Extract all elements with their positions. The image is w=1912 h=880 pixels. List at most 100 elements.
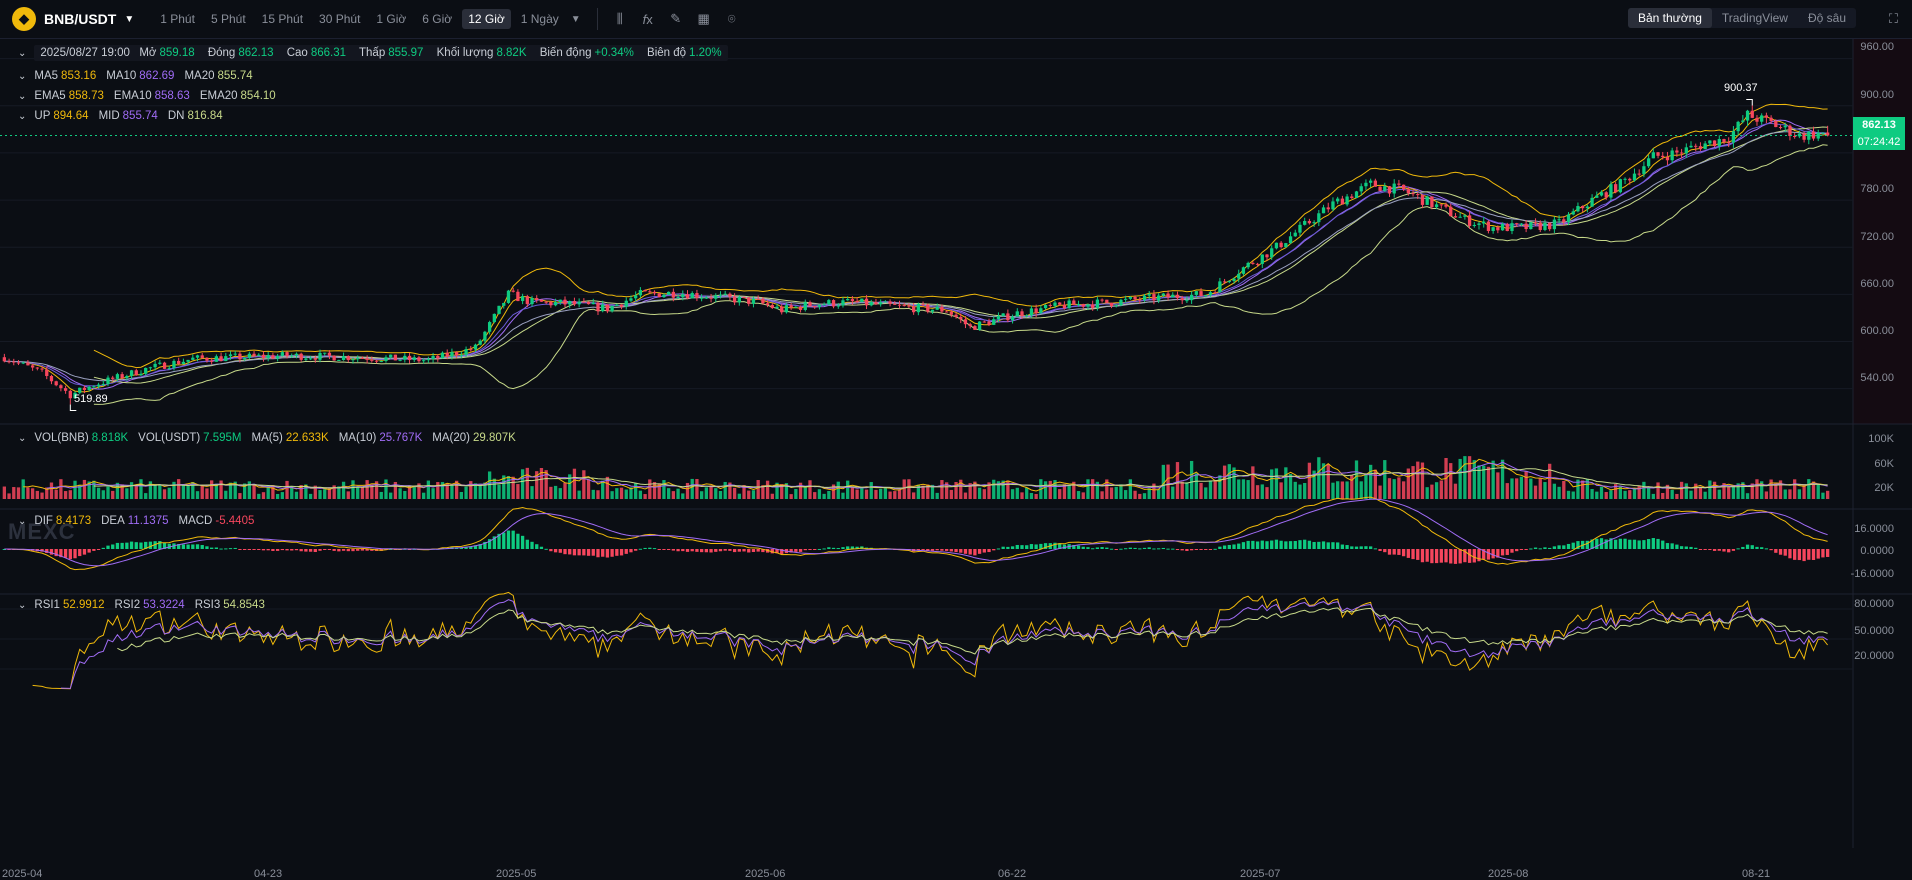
draw-pencil-icon[interactable]: ✎ [670,11,682,26]
volume-bar [1698,487,1703,499]
interval-5[interactable]: 6 Giờ [422,12,453,26]
candle-body [257,354,261,356]
candle-body [445,352,449,357]
macd-histogram-bar [1434,549,1439,564]
candle-body [619,304,624,307]
interval-1[interactable]: 5 Phút [210,12,246,26]
macd-histogram-bar [1010,546,1015,549]
layout-grid-icon[interactable]: ▦ [697,11,710,26]
volume-bar [1171,486,1175,499]
candle-body [817,304,822,307]
candle-body [813,306,817,308]
volume-bar [879,488,883,499]
candle-body [685,294,690,299]
volume-bar [1053,480,1057,499]
candle-body [1694,145,1698,147]
volume-bar [817,489,822,499]
candle-body [1091,304,1095,308]
candle-body [219,356,223,362]
volume-bar [563,482,567,499]
candle-body [1053,302,1057,306]
candle-body [1505,223,1509,232]
interval-dropdown-icon[interactable]: ▼ [570,13,581,25]
volume-bar [893,491,897,499]
macd-histogram-bar [120,542,124,549]
macd-histogram-bar [709,549,713,553]
candle-body [469,349,473,351]
ema20-value: 854.10 [240,90,276,102]
volume-bar [610,491,614,499]
candle-type-icon[interactable]: ⫼ [616,11,623,26]
macd-histogram-bar [139,542,143,549]
candle-body [1778,127,1783,129]
candle-body [49,375,54,382]
high-marker [1746,98,1753,106]
view-tab-2[interactable]: Độ sâu [1807,11,1846,25]
volume-bar [1764,491,1769,499]
macd-histogram-bar [1138,548,1142,550]
candle-body [949,311,953,315]
macd-histogram-bar [619,549,624,556]
volume-bar [1783,489,1787,499]
macd-histogram-bar [1821,549,1825,558]
volume-bar [926,484,930,499]
volume-bar [1425,487,1429,499]
collapse-chevron-icon[interactable]: ⌄ [18,599,27,611]
macd-histogram-bar [233,547,237,549]
collapse-chevron-icon[interactable]: ⌄ [18,432,27,444]
macd-histogram-bar [177,544,181,549]
volume-bar [167,487,171,499]
macd-histogram-bar [73,549,77,559]
chart-area[interactable]: MEXC ⌄ 2025/08/27 19:00 Mở 859.18 Đóng 862… [0,39,1912,880]
macd-histogram-bar [1397,549,1401,555]
candle-body [426,359,431,361]
camera-icon[interactable]: ⌾ [727,11,736,26]
candle-body [304,358,308,360]
fullscreen-icon[interactable]: ⛶ [1888,11,1898,26]
macd-histogram-bar [1194,549,1198,550]
macd-histogram-bar [1741,546,1745,549]
macd-histogram-bar [1001,546,1005,549]
pair-selector[interactable]: BNB/USDT [44,11,117,27]
interval-0[interactable]: 1 Phút [160,12,195,26]
macd-histogram-bar [1467,549,1472,563]
macd-axis-label: 0.0000 [1860,545,1894,557]
interval-6[interactable]: 12 Giờ [462,9,511,29]
collapse-chevron-icon[interactable]: ⌄ [18,47,27,59]
candle-body [2,357,7,362]
macd-histogram-bar [643,547,647,549]
candle-body [351,359,355,361]
macd-histogram-bar [111,544,115,549]
pair-dropdown-icon[interactable]: ▼ [124,13,135,25]
volume-bar [671,491,676,499]
interval-2[interactable]: 15 Phút [261,12,304,26]
volume-bar [1449,463,1453,499]
macd-histogram-bar [671,549,676,551]
interval-7[interactable]: 1 Ngày [520,12,559,26]
volume-bar [549,486,553,499]
macd-histogram-bar [1703,549,1707,550]
macd-histogram-bar [1778,549,1783,555]
collapse-chevron-icon[interactable]: ⌄ [18,70,27,82]
volume-bar [638,490,643,499]
collapse-chevron-icon[interactable]: ⌄ [18,515,27,527]
macd-histogram-bar [1326,542,1330,549]
candle-body [1058,302,1062,305]
view-tab-1[interactable]: TradingView [1721,11,1788,25]
interval-4[interactable]: 1 Giờ [376,12,407,26]
bnb-coin-icon: ◆ [12,7,36,31]
candle-body [944,311,949,313]
macd-histogram-bar [167,543,171,549]
candle-body [742,296,746,298]
volume-bar [1595,491,1599,499]
view-tab-0[interactable]: Bản thường [1627,8,1712,28]
volume-bar [238,493,242,499]
collapse-chevron-icon[interactable]: ⌄ [18,90,27,102]
candle-body [87,386,91,390]
interval-3[interactable]: 30 Phút [319,12,361,26]
volume-bar [1651,493,1655,499]
macd-histogram-bar [106,545,110,549]
candle-body [148,367,153,369]
collapse-chevron-icon[interactable]: ⌄ [18,110,27,122]
